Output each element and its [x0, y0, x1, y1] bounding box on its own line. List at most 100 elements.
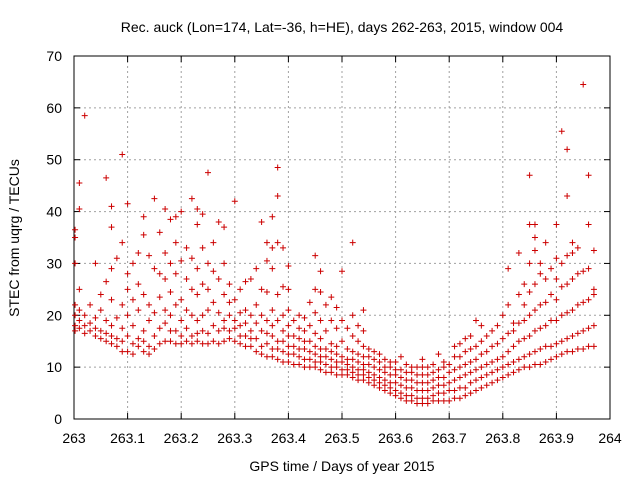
data-point [76, 205, 83, 212]
data-point [119, 325, 126, 332]
y-tick-label: 30 [46, 255, 62, 271]
data-point [526, 260, 533, 267]
data-point [376, 351, 383, 358]
data-point [280, 358, 287, 365]
data-point [365, 345, 372, 352]
data-point [76, 307, 83, 314]
data-point [72, 322, 79, 329]
data-point [269, 265, 276, 272]
data-point [156, 270, 163, 277]
data-point [328, 317, 335, 324]
data-point [194, 205, 201, 212]
data-point [381, 387, 388, 394]
data-point [397, 382, 404, 389]
data-point [72, 327, 79, 334]
data-point [371, 364, 378, 371]
data-point [221, 325, 228, 332]
data-point [451, 343, 458, 350]
data-point [205, 340, 211, 347]
data-point [526, 312, 533, 319]
data-point [274, 338, 281, 345]
data-point [531, 221, 538, 228]
data-point [360, 377, 367, 384]
data-point [381, 369, 388, 376]
data-point [564, 309, 571, 316]
data-point [263, 317, 270, 324]
data-point [296, 361, 303, 368]
data-point [430, 361, 437, 368]
data-point [178, 257, 185, 264]
data-point [237, 286, 244, 293]
data-point [365, 361, 372, 368]
data-point [87, 320, 94, 327]
data-point [590, 343, 597, 350]
data-point [194, 291, 201, 298]
data-point [473, 387, 479, 394]
data-point [140, 338, 147, 345]
data-point [403, 377, 410, 384]
data-point [242, 278, 249, 285]
data-point [322, 345, 329, 352]
data-point [333, 304, 340, 311]
data-point [285, 322, 292, 329]
data-point [205, 286, 211, 293]
data-point [113, 343, 120, 350]
data-point [403, 384, 410, 391]
data-point [569, 348, 576, 355]
data-point [253, 320, 260, 327]
data-point [349, 356, 356, 363]
data-point [446, 361, 453, 368]
data-point [188, 195, 195, 202]
data-point [72, 301, 79, 308]
data-point [387, 358, 394, 365]
data-point [274, 193, 281, 200]
data-point [263, 257, 270, 264]
data-point [548, 343, 555, 350]
data-point [339, 358, 345, 365]
data-point [456, 384, 463, 391]
x-tick-label: 263 [62, 430, 86, 446]
data-point [344, 356, 351, 363]
grid-lines [74, 56, 610, 419]
data-point [564, 146, 571, 153]
data-point [558, 338, 565, 345]
data-point [135, 343, 142, 350]
data-point [274, 317, 281, 324]
data-point [435, 374, 442, 381]
data-point [146, 252, 153, 259]
data-point [183, 275, 190, 282]
data-point [269, 307, 276, 314]
data-point [505, 371, 512, 378]
data-point [156, 294, 163, 301]
data-point [467, 369, 474, 376]
data-point [162, 338, 169, 345]
data-point [306, 299, 313, 306]
data-point [188, 312, 195, 319]
data-point [403, 392, 410, 399]
data-point [451, 387, 458, 394]
data-point [397, 395, 404, 402]
data-point [172, 239, 179, 246]
data-point [360, 371, 367, 378]
data-point [456, 353, 463, 360]
data-point [172, 327, 179, 334]
data-point [274, 239, 281, 246]
data-point [280, 348, 287, 355]
x-tick-label: 263.5 [324, 430, 359, 446]
data-point [553, 255, 560, 262]
data-point [349, 333, 356, 340]
data-point [478, 351, 485, 358]
data-point [210, 268, 217, 275]
data-point [510, 343, 517, 350]
data-point [585, 325, 592, 332]
data-point [494, 322, 501, 329]
data-point [301, 364, 308, 371]
data-point [515, 356, 522, 363]
data-point [558, 283, 565, 290]
data-point [371, 377, 378, 384]
data-point [135, 281, 142, 288]
data-point [108, 203, 115, 210]
data-point [103, 278, 110, 285]
data-point [446, 379, 453, 386]
